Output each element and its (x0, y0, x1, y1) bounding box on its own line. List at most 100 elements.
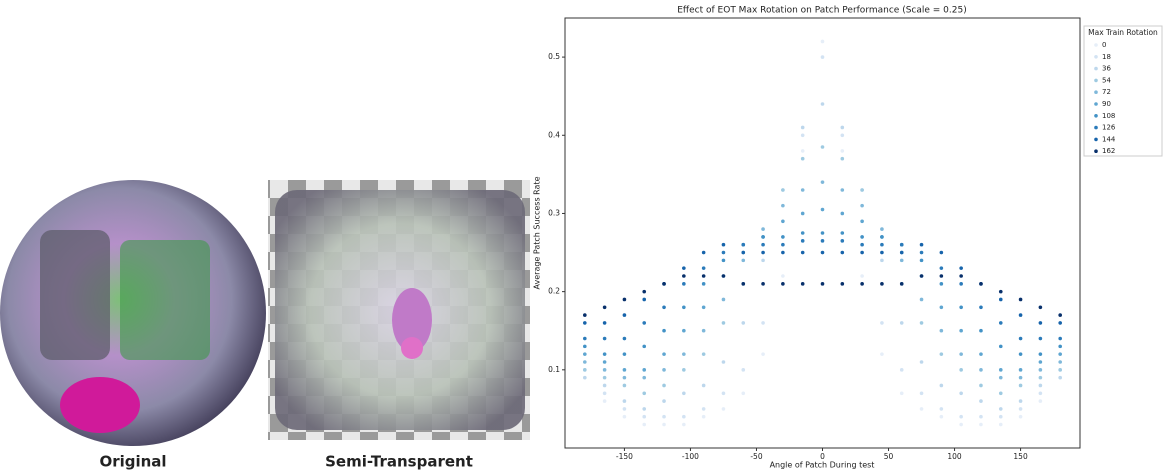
legend-label: 162 (1102, 147, 1115, 155)
point (821, 55, 825, 59)
point (583, 345, 587, 349)
point (841, 188, 845, 192)
point (642, 298, 646, 302)
point (999, 321, 1003, 325)
chart-title: Effect of EOT Max Rotation on Patch Perf… (677, 6, 966, 16)
point (1039, 399, 1043, 403)
point (682, 266, 686, 270)
legend-marker (1094, 114, 1098, 118)
point (741, 282, 745, 286)
point (920, 321, 924, 325)
point (781, 219, 785, 223)
point (682, 423, 686, 427)
point (880, 282, 884, 286)
point (623, 415, 627, 419)
point (662, 415, 666, 419)
point (940, 305, 944, 309)
point (583, 337, 587, 341)
point (821, 231, 825, 235)
point (1058, 376, 1062, 380)
point (860, 282, 864, 286)
point (1019, 407, 1023, 411)
point (623, 313, 627, 317)
point (722, 274, 726, 278)
point (1039, 376, 1043, 380)
point (801, 212, 805, 216)
point (761, 352, 765, 356)
point (801, 133, 805, 137)
point (1058, 368, 1062, 372)
point (682, 305, 686, 309)
point (999, 368, 1003, 372)
point (959, 423, 963, 427)
legend-marker (1094, 55, 1098, 59)
point (722, 391, 726, 395)
point (761, 227, 765, 231)
y-tick-label: 0.3 (548, 208, 560, 217)
point (999, 290, 1003, 294)
point (1039, 368, 1043, 372)
point (1039, 391, 1043, 395)
point (662, 423, 666, 427)
point (959, 274, 963, 278)
point (880, 227, 884, 231)
point (761, 321, 765, 325)
point (900, 251, 904, 255)
point (920, 243, 924, 247)
point (920, 274, 924, 278)
point (841, 251, 845, 255)
point (682, 274, 686, 278)
point (900, 282, 904, 286)
point (662, 368, 666, 372)
point (979, 399, 983, 403)
point (1039, 360, 1043, 364)
point (583, 376, 587, 380)
point (801, 157, 805, 161)
x-tick-label: 100 (947, 452, 962, 461)
point (801, 282, 805, 286)
legend-label: 126 (1102, 124, 1116, 132)
point (940, 282, 944, 286)
point (722, 259, 726, 263)
point (741, 321, 745, 325)
point (860, 243, 864, 247)
point (781, 204, 785, 208)
legend-marker (1094, 126, 1098, 130)
point (979, 423, 983, 427)
point (702, 305, 706, 309)
point (1039, 352, 1043, 356)
point (623, 376, 627, 380)
point (900, 321, 904, 325)
point (1058, 352, 1062, 356)
point (682, 352, 686, 356)
legend-label: 18 (1102, 53, 1111, 61)
legend-label: 72 (1102, 88, 1111, 96)
point (841, 157, 845, 161)
point (583, 352, 587, 356)
point (940, 266, 944, 270)
point (623, 368, 627, 372)
point (662, 305, 666, 309)
original-image (0, 180, 266, 446)
x-axis-label: Angle of Patch During test (770, 461, 875, 470)
point (959, 368, 963, 372)
point (642, 290, 646, 294)
point (880, 251, 884, 255)
point (642, 368, 646, 372)
point (860, 204, 864, 208)
page: Original Semi-Transparent Effect of EOT … (0, 0, 1164, 470)
point (801, 231, 805, 235)
point (940, 415, 944, 419)
point (821, 180, 825, 184)
point (722, 298, 726, 302)
point (603, 352, 607, 356)
point (999, 345, 1003, 349)
y-tick-label: 0.5 (548, 52, 560, 61)
point (1019, 313, 1023, 317)
point (880, 259, 884, 263)
point (662, 352, 666, 356)
point (761, 251, 765, 255)
point (642, 391, 646, 395)
point (1058, 313, 1062, 317)
figure: Original Semi-Transparent Effect of EOT … (0, 0, 1164, 470)
